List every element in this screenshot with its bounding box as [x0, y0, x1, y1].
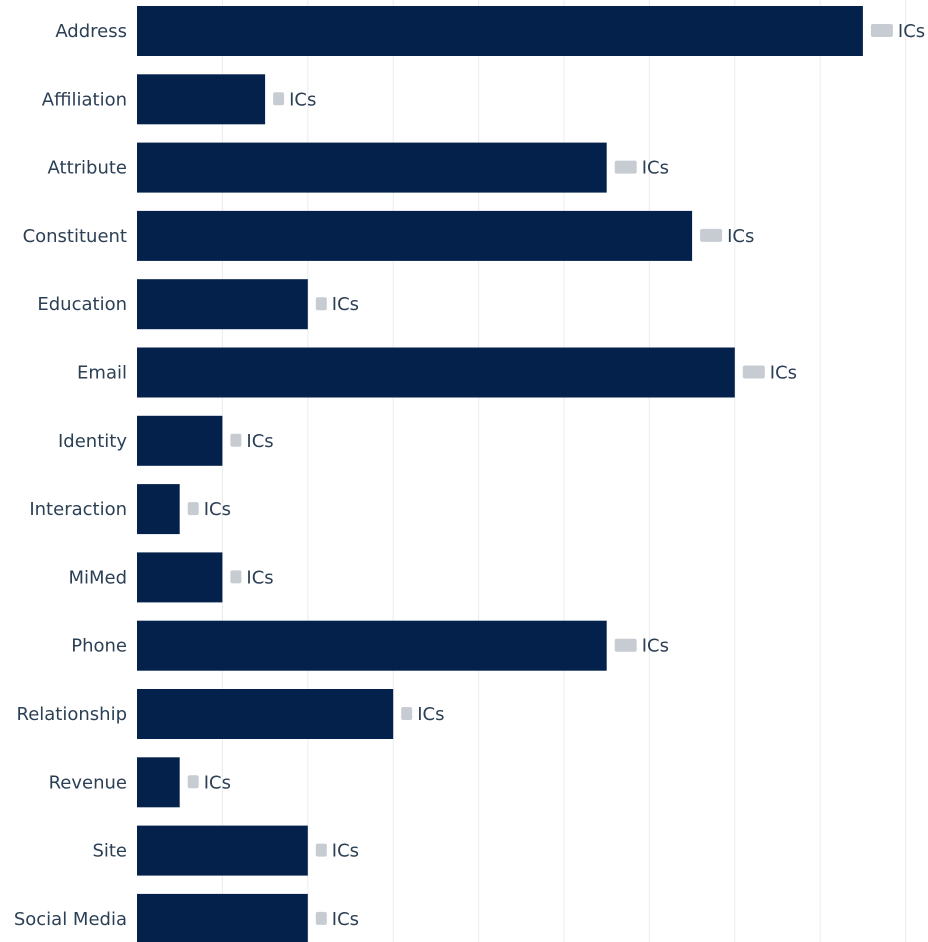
- value-suffix: ICs: [246, 431, 273, 452]
- value-labels: ICs ICs ICs ICs ICs ICs ICs ICs ICs ICs ICs ICs ICs I…: [187, 21, 925, 930]
- bar: [137, 415, 223, 466]
- redacted-value: [614, 160, 637, 174]
- value-suffix: ICs: [642, 158, 669, 179]
- value-suffix: ICs: [289, 89, 316, 110]
- bar: [137, 552, 223, 603]
- redacted-value: [187, 502, 199, 516]
- value-label: ICs: [273, 89, 316, 110]
- category-label: Site: [92, 841, 127, 862]
- redacted-value: [315, 297, 327, 311]
- redacted-value: [614, 638, 637, 652]
- category-label: Relationship: [17, 704, 128, 725]
- category-label: Revenue: [49, 772, 127, 793]
- value-label: ICs: [315, 909, 359, 930]
- category-label: Attribute: [48, 158, 127, 179]
- value-label: ICs: [187, 772, 231, 793]
- bar: [137, 620, 607, 671]
- value-label: ICs: [870, 21, 925, 42]
- value-label: ICs: [315, 841, 359, 862]
- value-suffix: ICs: [770, 363, 797, 384]
- bar: [137, 142, 607, 193]
- category-label: MiMed: [68, 567, 127, 588]
- category-label: Email: [77, 363, 127, 384]
- redacted-value: [187, 775, 199, 789]
- bar: [137, 347, 735, 398]
- value-suffix: ICs: [642, 636, 669, 657]
- category-label: Affiliation: [42, 89, 127, 110]
- redacted-value: [230, 433, 242, 447]
- bar: [137, 484, 180, 535]
- bar: [137, 279, 308, 330]
- category-label: Identity: [58, 431, 127, 452]
- redacted-value: [315, 843, 327, 857]
- value-label: ICs: [700, 226, 754, 247]
- value-label: ICs: [315, 294, 359, 315]
- value-label: ICs: [187, 499, 231, 520]
- redacted-value: [700, 228, 723, 242]
- value-label: ICs: [614, 158, 669, 179]
- bar: [137, 757, 180, 808]
- category-label: Interaction: [29, 499, 127, 520]
- redacted-value: [230, 570, 242, 584]
- category-label: Address: [55, 21, 127, 42]
- category-label: Education: [37, 294, 127, 315]
- value-label: ICs: [401, 704, 444, 725]
- value-suffix: ICs: [332, 841, 359, 862]
- value-label: ICs: [230, 567, 274, 588]
- value-label: ICs: [742, 363, 797, 384]
- redacted-value: [273, 92, 285, 106]
- gridlines: [221, 0, 907, 942]
- bar: [137, 74, 266, 125]
- value-suffix: ICs: [332, 294, 359, 315]
- category-label: Social Media: [14, 909, 127, 930]
- value-suffix: ICs: [332, 909, 359, 930]
- value-suffix: ICs: [204, 499, 231, 520]
- category-labels: Address Affiliation Attribute Constituent Ed…: [14, 21, 127, 930]
- bar: [137, 689, 394, 739]
- value-suffix: ICs: [246, 567, 273, 588]
- value-suffix: ICs: [204, 772, 231, 793]
- value-suffix: ICs: [417, 704, 444, 725]
- bar: [137, 825, 308, 876]
- bars: [137, 6, 863, 942]
- bar: [137, 893, 308, 942]
- value-suffix: ICs: [727, 226, 754, 247]
- category-label: Constituent: [23, 226, 127, 247]
- bar: [137, 6, 863, 56]
- redacted-value: [742, 365, 765, 379]
- category-label: Phone: [71, 636, 127, 657]
- redacted-value: [401, 707, 413, 720]
- redacted-value: [315, 911, 327, 925]
- redacted-value: [870, 24, 893, 37]
- value-suffix: ICs: [898, 21, 925, 42]
- value-label: ICs: [614, 636, 669, 657]
- value-label: ICs: [230, 431, 274, 452]
- bar: [137, 210, 693, 261]
